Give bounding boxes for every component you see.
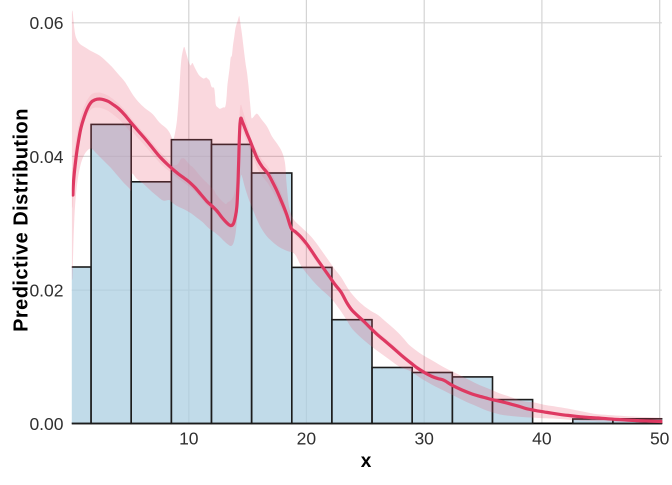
svg-text:0.04: 0.04: [29, 147, 63, 167]
svg-text:30: 30: [414, 429, 434, 449]
svg-text:10: 10: [179, 429, 199, 449]
svg-text:0.06: 0.06: [29, 13, 63, 33]
svg-text:0.02: 0.02: [29, 281, 63, 301]
svg-text:x: x: [361, 451, 372, 472]
svg-text:50: 50: [650, 429, 670, 449]
svg-text:40: 40: [532, 429, 552, 449]
svg-text:Predictive Distribution: Predictive Distribution: [10, 108, 32, 332]
svg-text:20: 20: [297, 429, 317, 449]
svg-text:0.00: 0.00: [29, 414, 63, 434]
